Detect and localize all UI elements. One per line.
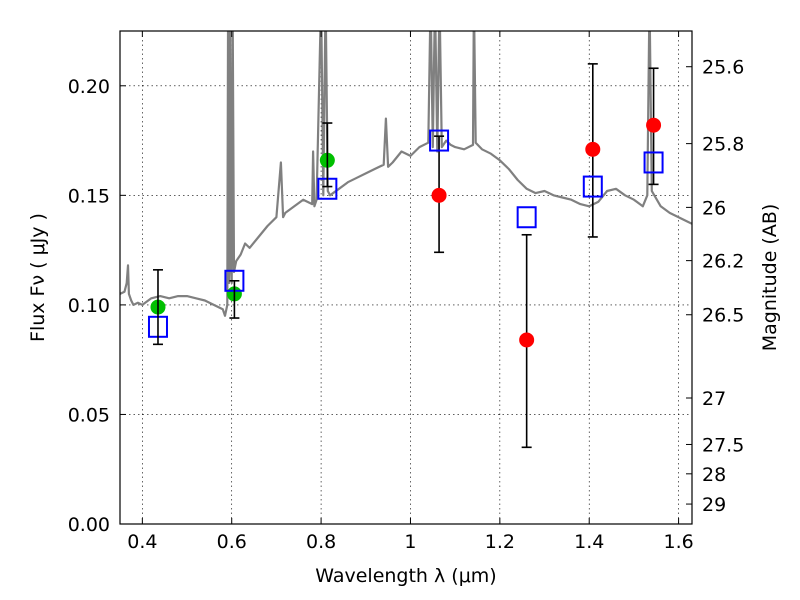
y2-tick-label: 25.6 (702, 57, 744, 79)
data-point (585, 141, 601, 157)
data-point (646, 117, 662, 133)
y-tick-label: 0.15 (68, 185, 110, 207)
model-point (516, 206, 537, 229)
x-axis-label: Wavelength λ (μm) (315, 565, 496, 587)
x-tick-label: 0.6 (217, 531, 247, 553)
x-tick-label: 0.8 (306, 531, 336, 553)
model-point (429, 129, 450, 152)
x-tick-label: 0.4 (127, 531, 157, 553)
y2-tick-label: 26 (702, 197, 726, 219)
y-tick-label: 0.00 (68, 514, 110, 536)
y2-tick-label: 25.8 (702, 134, 744, 156)
data-point (519, 332, 535, 348)
y2-tick-label: 26.2 (702, 251, 744, 273)
model-point (643, 151, 664, 174)
axes: 0.4 0.6 0.8 1 1.2 1.4 1.6 0.00 0.05 0.10 0.15 0.20 2… (68, 31, 744, 553)
y2-tick-label: 28 (702, 464, 726, 486)
x-tick-label: 1.6 (663, 531, 693, 553)
x-tick-label: 1.2 (485, 531, 515, 553)
plot-frame (119, 30, 693, 525)
y-tick-label: 0.20 (68, 76, 110, 98)
y2-tick-label: 27 (702, 388, 726, 410)
spectrum-line (120, 31, 692, 317)
x-tick-label: 1 (404, 531, 416, 553)
y2-axis-label: Magnitude (AB) (759, 204, 781, 352)
marks-layer (147, 63, 664, 449)
model-point (582, 175, 603, 198)
y-tick-label: 0.10 (68, 295, 110, 317)
y-axis-label: Flux Fν ( μJy ) (27, 213, 49, 342)
spectrum-layer (120, 31, 692, 317)
y2-tick-label: 26.5 (702, 305, 744, 327)
y2-tick-label: 29 (702, 494, 726, 516)
y2-tick-label: 27.5 (702, 434, 744, 456)
data-point (431, 187, 447, 203)
x-tick-label: 1.4 (574, 531, 604, 553)
y-tick-label: 0.05 (68, 404, 110, 426)
